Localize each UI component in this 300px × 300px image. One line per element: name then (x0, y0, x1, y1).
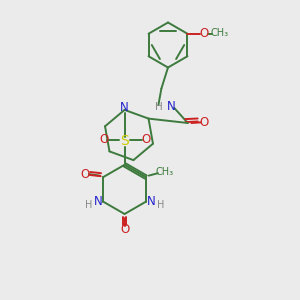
Text: S: S (120, 134, 129, 148)
Text: H: H (157, 200, 165, 210)
Text: N: N (167, 100, 176, 113)
Text: O: O (200, 27, 208, 40)
Text: CH₃: CH₃ (211, 28, 229, 38)
Text: N: N (120, 101, 129, 114)
Text: H: H (155, 101, 163, 112)
Text: H: H (85, 200, 92, 210)
Text: O: O (200, 116, 209, 129)
Text: N: N (94, 195, 102, 208)
Text: O: O (99, 134, 108, 146)
Text: O: O (141, 134, 150, 146)
Text: CH₃: CH₃ (156, 167, 174, 177)
Text: N: N (147, 195, 156, 208)
Text: O: O (120, 223, 129, 236)
Text: O: O (81, 168, 90, 181)
